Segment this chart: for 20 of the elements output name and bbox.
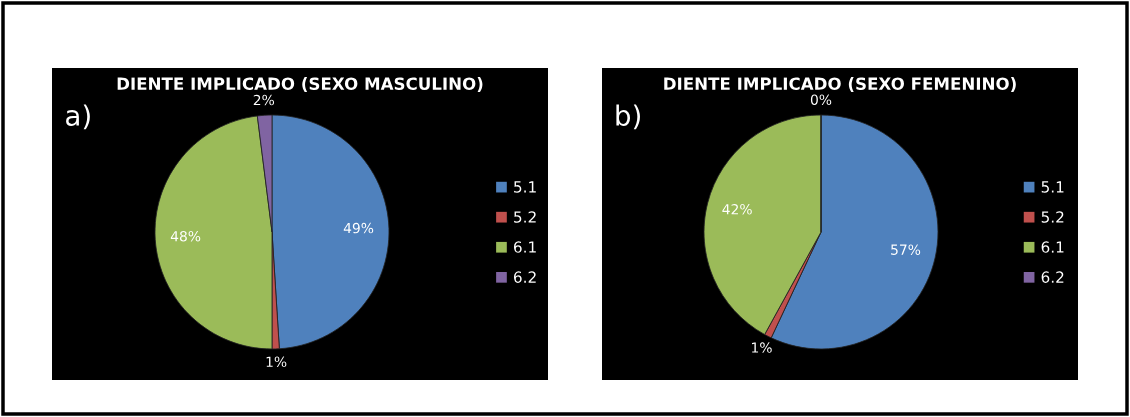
legend-label: 5.1 — [1041, 181, 1064, 193]
text: b) — [616, 104, 640, 130]
text: a) — [66, 104, 90, 130]
text: 0% — [810, 94, 832, 105]
data-label: 42% — [722, 203, 752, 215]
legend-label: 6.1 — [513, 241, 536, 253]
legend-label: 6.1 — [1041, 241, 1064, 253]
data-label: 57% — [891, 244, 921, 255]
data-label: 1% — [266, 356, 287, 368]
legend-label: 6.2 — [1041, 271, 1064, 283]
data-label: 48% — [170, 230, 201, 242]
data-label: 49% — [343, 222, 374, 234]
data-label: 1% — [752, 342, 772, 353]
chart-title: DIENTE IMPLICADO (SEXO FEMENINO) — [664, 77, 1016, 92]
data-label: 2% — [253, 94, 275, 106]
legend-label: 5.2 — [1041, 211, 1064, 223]
legend-label: 6.2 — [513, 271, 536, 283]
legend-label: 5.1 — [514, 181, 536, 193]
legend-label: 5.2 — [514, 211, 536, 223]
chart-title: DIENTE IMPLICADO (SEXO MASCULINO) — [117, 77, 483, 92]
